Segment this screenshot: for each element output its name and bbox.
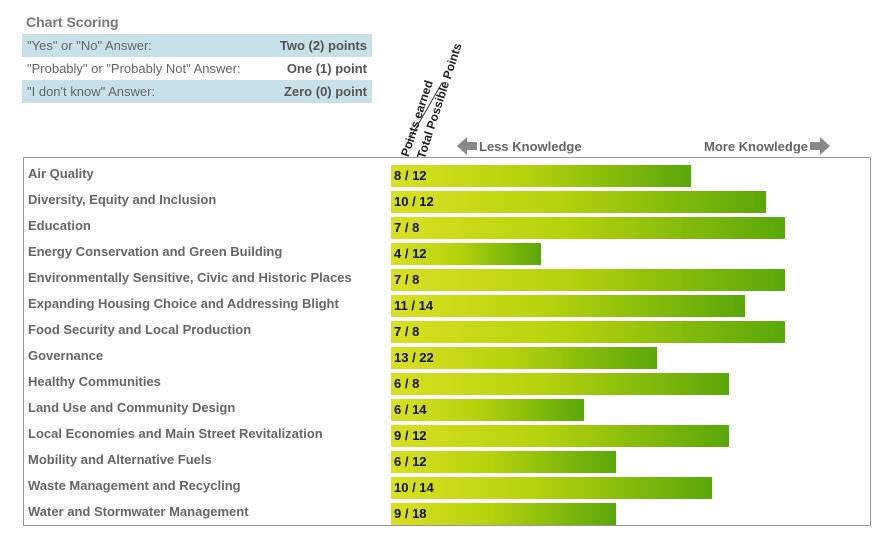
legend-less-label: Less Knowledge — [479, 138, 582, 154]
score-label: 13 / 22 — [394, 350, 434, 365]
score-label: 6 / 12 — [394, 454, 427, 469]
category-label: Land Use and Community Design — [28, 400, 236, 415]
category-label: Mobility and Alternative Fuels — [28, 452, 212, 467]
legend-more-knowledge: More Knowledge — [704, 137, 831, 155]
score-bar: 7 / 8 — [391, 217, 785, 239]
score-bar: 9 / 18 — [391, 503, 616, 525]
score-bar: 7 / 8 — [391, 269, 785, 291]
score-bar: 11 / 14 — [391, 295, 745, 317]
score-label: 7 / 8 — [394, 324, 420, 339]
category-label: Healthy Communities — [28, 374, 161, 389]
score-label: 11 / 14 — [394, 298, 434, 313]
score-label: 8 / 12 — [394, 168, 427, 183]
scoring-answer: "I don't know" Answer: — [27, 84, 156, 99]
chart-scoring-title: Chart Scoring — [26, 14, 119, 30]
scoring-points: Zero (0) point — [283, 84, 367, 99]
legend-less-knowledge: Less Knowledge — [457, 137, 582, 155]
score-bar: 10 / 14 — [391, 477, 712, 499]
score-label: 7 / 8 — [394, 220, 420, 235]
category-label: Governance — [28, 348, 104, 363]
score-bar: 4 / 12 — [391, 243, 541, 265]
category-label: Energy Conservation and Green Building — [28, 244, 283, 259]
category-label: Expanding Housing Choice and Addressing … — [28, 296, 339, 311]
score-bar: 9 / 12 — [391, 425, 729, 447]
score-bar: 7 / 8 — [391, 321, 785, 343]
score-bar: 6 / 14 — [391, 399, 584, 421]
scoring-answer: "Probably" or "Probably Not" Answer: — [27, 61, 241, 76]
score-bar: 8 / 12 — [391, 165, 691, 187]
category-label: Education — [28, 218, 91, 233]
score-label: 10 / 14 — [394, 480, 434, 495]
scoring-points: One (1) point — [286, 61, 367, 76]
category-label: Water and Stormwater Management — [28, 504, 249, 519]
category-label: Local Economies and Main Street Revitali… — [28, 426, 323, 441]
score-bar: 10 / 12 — [391, 191, 766, 213]
score-label: 4 / 12 — [394, 246, 427, 261]
score-label: 9 / 18 — [394, 506, 427, 521]
scoring-answer: "Yes" or "No" Answer: — [27, 38, 152, 53]
score-bar: 6 / 12 — [391, 451, 616, 473]
score-label: 10 / 12 — [394, 194, 434, 209]
score-bar: 13 / 22 — [391, 347, 657, 369]
category-label: Environmentally Sensitive, Civic and His… — [28, 270, 352, 285]
category-label: Waste Management and Recycling — [28, 478, 241, 493]
scoring-table: "Yes" or "No" Answer: Two (2) points "Pr… — [22, 34, 372, 103]
arrow-left-icon — [457, 137, 477, 155]
score-label: 6 / 14 — [394, 402, 427, 417]
score-bar: 6 / 8 — [391, 373, 729, 395]
category-label: Air Quality — [28, 166, 94, 181]
score-label: 7 / 8 — [394, 272, 420, 287]
scoring-row-dont-know: "I don't know" Answer: Zero (0) point — [22, 80, 372, 103]
scoring-points: Two (2) points — [279, 38, 367, 53]
score-label: 9 / 12 — [394, 428, 427, 443]
category-label: Food Security and Local Production — [28, 322, 252, 337]
legend-more-label: More Knowledge — [704, 138, 809, 154]
arrow-right-icon — [810, 137, 831, 155]
scoring-row-yes-no: "Yes" or "No" Answer: Two (2) points — [22, 34, 372, 57]
scoring-row-probably: "Probably" or "Probably Not" Answer: One… — [22, 57, 372, 80]
score-label: 6 / 8 — [394, 376, 420, 391]
knowledge-bar-chart: Air Quality 8 / 12 Diversity, Equity and I… — [23, 157, 871, 526]
category-label: Diversity, Equity and Inclusion — [28, 192, 217, 207]
